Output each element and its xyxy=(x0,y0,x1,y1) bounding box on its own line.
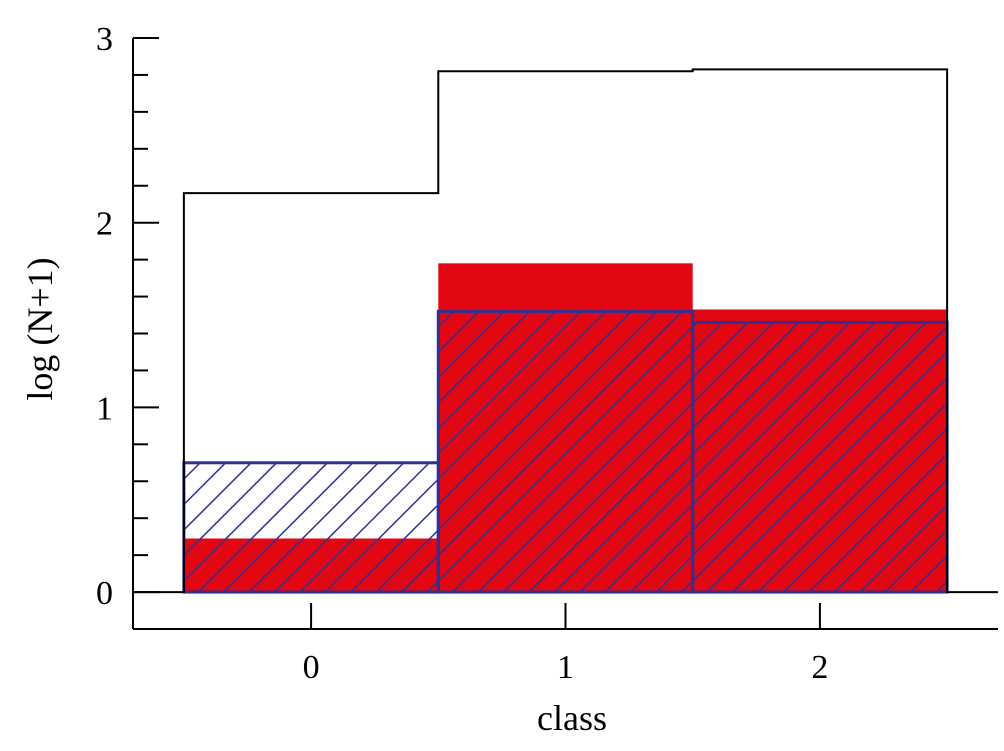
y-tick-label: 1 xyxy=(96,390,113,427)
hatched-bar-0 xyxy=(182,461,440,594)
x-axis-label: class xyxy=(537,698,607,738)
hatched-series xyxy=(182,309,949,594)
y-tick-label: 0 xyxy=(96,575,113,612)
y-tick-label: 3 xyxy=(96,21,113,58)
hatched-bar-1 xyxy=(436,309,695,594)
ticks: 0 1 2 3 0 1 2 xyxy=(96,21,828,686)
hatched-bar-2 xyxy=(691,320,949,594)
x-tick-label: 1 xyxy=(557,649,574,686)
y-tick-label: 2 xyxy=(96,206,113,243)
y-axis-label: log (N+1) xyxy=(20,257,60,400)
x-tick-label: 2 xyxy=(811,649,828,686)
outline-step-line xyxy=(133,68,998,594)
x-tick-label: 0 xyxy=(303,649,320,686)
outline-series xyxy=(133,68,998,594)
